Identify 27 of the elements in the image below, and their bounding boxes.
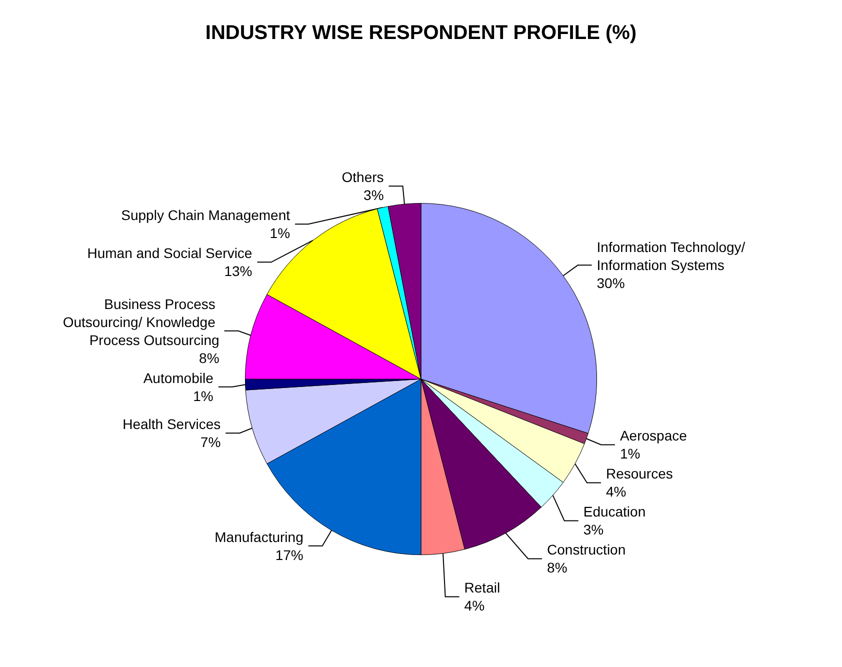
slice-label: Manufacturing [214, 528, 304, 545]
data-label: 8% [547, 560, 568, 576]
slice-label: Resources [606, 466, 673, 482]
data-label: 3% [583, 522, 604, 538]
data-label: 8% [199, 350, 220, 366]
slice-label: Information Technology/ Information Systems [596, 239, 750, 274]
slice-label: Business Process Outsourcing/ Knowledge Process Outsourcing [62, 296, 220, 348]
data-label: 17% [275, 546, 304, 563]
slice-label: Education [583, 504, 646, 520]
slice-label: Construction [547, 542, 626, 558]
slice-label: Others [342, 169, 384, 186]
slice-label: Health Services [122, 416, 221, 432]
data-label: 7% [200, 434, 221, 450]
data-label: 4% [464, 598, 485, 614]
slice-label: Aerospace [620, 428, 688, 444]
slice-label: Supply Chain Management [121, 207, 290, 224]
data-label: 1% [620, 446, 640, 462]
data-label: 13% [224, 263, 252, 280]
data-label: 1% [193, 388, 214, 404]
data-label: 30% [596, 275, 625, 292]
slice-label: Human and Social Service [87, 245, 252, 262]
data-label: 1% [270, 225, 290, 242]
data-label: 3% [364, 187, 384, 204]
slice-label: Retail [464, 580, 500, 596]
chart-title: INDUSTRY WISE RESPONDENT PROFILE (%) [205, 22, 637, 44]
data-label: 4% [606, 484, 626, 500]
slice-label: Automobile [143, 370, 214, 386]
